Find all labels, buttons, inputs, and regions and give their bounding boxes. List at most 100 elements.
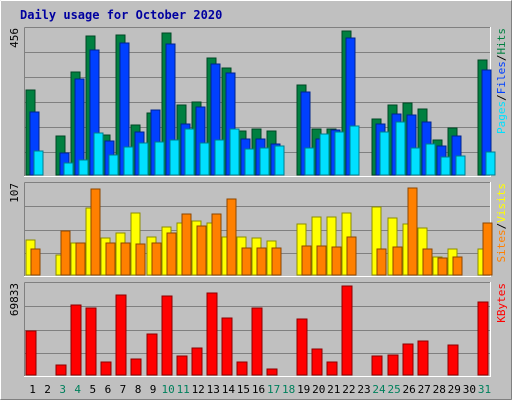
bar-pages-day-13 [214, 139, 225, 176]
x-tick-label: 5 [89, 383, 96, 396]
x-tick-label: 1 [29, 383, 36, 396]
bar-pages-day-26 [410, 147, 421, 176]
bar-sites-day-11 [181, 213, 192, 276]
x-tick-label: 3 [59, 383, 66, 396]
bar-kbytes-day-1 [25, 330, 37, 376]
bar-sites-day-19 [301, 245, 312, 276]
x-tick-label: 19 [297, 383, 310, 396]
x-tick-label: 27 [418, 383, 431, 396]
bar-pages-day-3 [63, 162, 74, 176]
bar-pages-day-11 [184, 128, 195, 176]
bar-pages-day-29 [455, 155, 466, 176]
bar-sites-day-8 [135, 243, 146, 276]
bar-sites-day-12 [196, 225, 207, 276]
bar-kbytes-day-17 [266, 368, 278, 376]
x-tick-label: 29 [448, 383, 461, 396]
x-tick-label: 13 [207, 383, 220, 396]
bar-sites-day-7 [120, 242, 131, 276]
legend-entry: Files [495, 61, 508, 94]
bar-kbytes-day-27 [417, 340, 429, 376]
panel-bot-ymax-label: 69833 [8, 283, 21, 316]
bar-kbytes-day-7 [115, 294, 127, 376]
legend-entry: Visits [495, 183, 508, 223]
bar-pages-day-20 [319, 133, 330, 176]
x-tick-label: 20 [312, 383, 325, 396]
x-tick-label: 14 [222, 383, 236, 396]
bar-kbytes-day-10 [161, 295, 173, 376]
bar-kbytes-day-20 [311, 348, 323, 376]
bar-kbytes-day-4 [70, 304, 82, 376]
bar-pages-day-10 [169, 139, 180, 176]
x-tick-label: 17 [267, 383, 280, 396]
bar-sites-day-31 [482, 222, 493, 276]
bar-pages-day-27 [425, 143, 436, 176]
x-tick-label: 4 [74, 383, 81, 396]
bar-kbytes-day-22 [341, 285, 353, 376]
bar-kbytes-day-9 [146, 333, 158, 376]
x-tick-label: 25 [387, 383, 400, 396]
bar-kbytes-day-13 [206, 292, 218, 376]
bar-kbytes-day-25 [387, 354, 399, 376]
legend-entry: / [495, 55, 508, 62]
x-tick-label: 23 [357, 383, 370, 396]
bar-sites-day-28 [437, 257, 448, 276]
bar-pages-day-6 [108, 154, 119, 176]
bar-sites-day-9 [151, 242, 162, 276]
panel-mid: 107 Sites/Visits [8, 182, 508, 277]
bar-pages-day-7 [123, 146, 134, 176]
bar-pages-day-24 [379, 131, 390, 176]
bar-sites-day-24 [376, 248, 387, 276]
bar-kbytes-day-24 [371, 355, 383, 376]
x-tick-label: 21 [327, 383, 340, 396]
panel-mid-legend: Sites/Visits [495, 183, 508, 263]
bar-sites-day-5 [90, 188, 101, 276]
bar-kbytes-day-11 [176, 355, 188, 376]
bar-pages-day-8 [138, 142, 149, 176]
bar-kbytes-day-3 [55, 364, 67, 376]
bar-pages-day-4 [78, 159, 89, 176]
legend-entry: Sites [495, 229, 508, 262]
x-tick-label: 12 [192, 383, 205, 396]
panel-mid-ymax-label: 107 [8, 183, 21, 203]
bar-sites-day-22 [346, 236, 357, 276]
bar-sites-day-16 [256, 247, 267, 276]
x-tick-label: 22 [342, 383, 355, 396]
bar-sites-day-4 [75, 242, 86, 276]
x-tick-label: 26 [402, 383, 415, 396]
legend-entry: / [495, 94, 508, 101]
bar-pages-day-21 [334, 131, 345, 176]
bar-pages-day-15 [244, 148, 255, 176]
bar-pages-day-14 [229, 128, 240, 176]
legend-entry: / [495, 223, 508, 230]
bar-kbytes-day-14 [221, 317, 233, 376]
x-tick-label: 16 [252, 383, 265, 396]
bar-sites-day-27 [422, 248, 433, 276]
bar-sites-day-15 [241, 247, 252, 276]
x-tick-label: 2 [44, 383, 51, 396]
bar-pages-day-28 [440, 156, 451, 176]
bar-kbytes-day-21 [326, 361, 338, 376]
x-tick-label: 30 [463, 383, 476, 396]
legend-entry: Pages [495, 101, 508, 134]
bar-pages-day-16 [259, 147, 270, 176]
bar-sites-day-17 [271, 247, 282, 276]
bar-kbytes-day-15 [236, 361, 248, 376]
bar-sites-day-6 [105, 242, 116, 276]
legend-entry: KBytes [495, 283, 508, 323]
panel-bot: 69833 KBytes [8, 282, 508, 377]
x-tick-label: 9 [150, 383, 157, 396]
x-tick-label: 18 [282, 383, 295, 396]
bar-sites-day-3 [60, 230, 71, 276]
bar-pages-day-5 [93, 132, 104, 176]
x-tick-label: 31 [478, 383, 491, 396]
legend-entry: Hits [495, 28, 508, 55]
bar-sites-day-14 [226, 198, 237, 276]
bar-sites-day-26 [407, 187, 418, 276]
bar-kbytes-day-12 [191, 347, 203, 376]
bar-pages-day-25 [395, 121, 406, 176]
bar-sites-day-13 [211, 213, 222, 276]
bar-sites-day-25 [392, 246, 403, 276]
bar-pages-day-9 [154, 141, 165, 176]
bar-pages-day-1 [33, 150, 44, 176]
